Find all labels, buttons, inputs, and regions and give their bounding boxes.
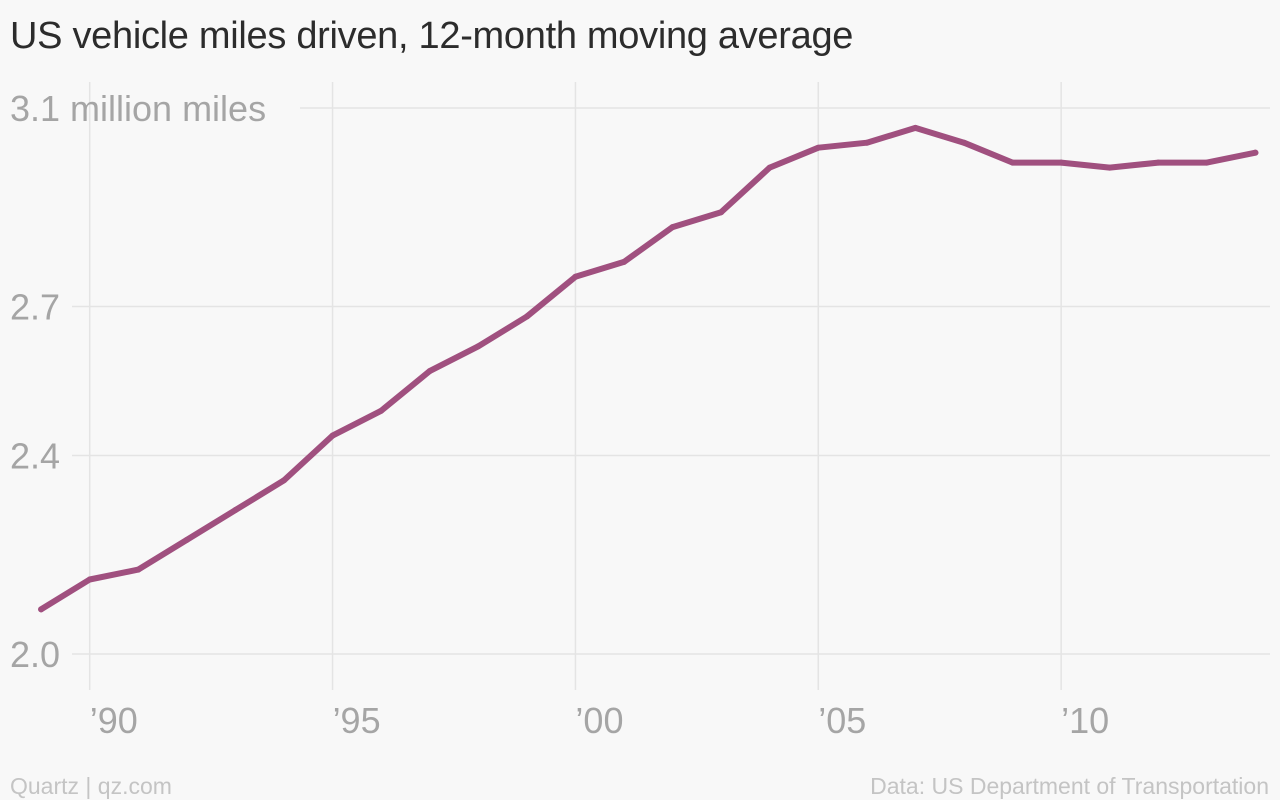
chart-title: US vehicle miles driven, 12-month moving… (10, 15, 854, 57)
axis-labels: 2.0 2.4 2.7 3.1 million miles ’90 ’95 ’00 ’05 ’1… (10, 88, 1109, 741)
series-layer (38, 124, 1259, 613)
data-point (426, 368, 433, 375)
x-tick-label: ’05 (818, 700, 866, 741)
x-tick-label: ’10 (1061, 700, 1109, 741)
data-point (766, 164, 773, 171)
y-tick-label: 2.4 (10, 435, 60, 476)
data-point (1009, 159, 1016, 166)
data-point (669, 224, 676, 231)
data-point (38, 606, 45, 613)
data-point (1106, 164, 1113, 171)
data-point (523, 313, 530, 320)
y-tick-label: 2.0 (10, 634, 60, 675)
data-point (1252, 149, 1259, 156)
data-point (378, 407, 385, 414)
data-point (621, 258, 627, 265)
data-point (815, 144, 822, 151)
data-point (475, 343, 482, 350)
data-point (329, 432, 336, 439)
data-point (912, 124, 919, 131)
y-tick-label: 2.7 (10, 287, 60, 328)
x-tick-label: ’00 (575, 700, 623, 741)
series-line (38, 124, 1259, 613)
data-point (183, 536, 190, 543)
data-point (863, 139, 870, 146)
data-point (1155, 159, 1162, 166)
data-point (281, 477, 287, 484)
data-point (718, 209, 725, 216)
data-point (1203, 159, 1210, 166)
data-point (1058, 159, 1065, 166)
data-point (961, 139, 967, 146)
footer-credit[interactable]: Quartz | qz.com (10, 773, 172, 799)
data-point (572, 273, 579, 280)
data-point (232, 507, 239, 514)
data-point (135, 566, 142, 573)
data-point (86, 576, 93, 583)
x-tick-label: ’95 (333, 700, 381, 741)
x-tick-label: ’90 (90, 700, 138, 741)
grid-layer (72, 82, 1270, 690)
y-tick-label: 3.1 million miles (10, 88, 266, 129)
footer-source: Data: US Department of Transportation (870, 773, 1269, 799)
